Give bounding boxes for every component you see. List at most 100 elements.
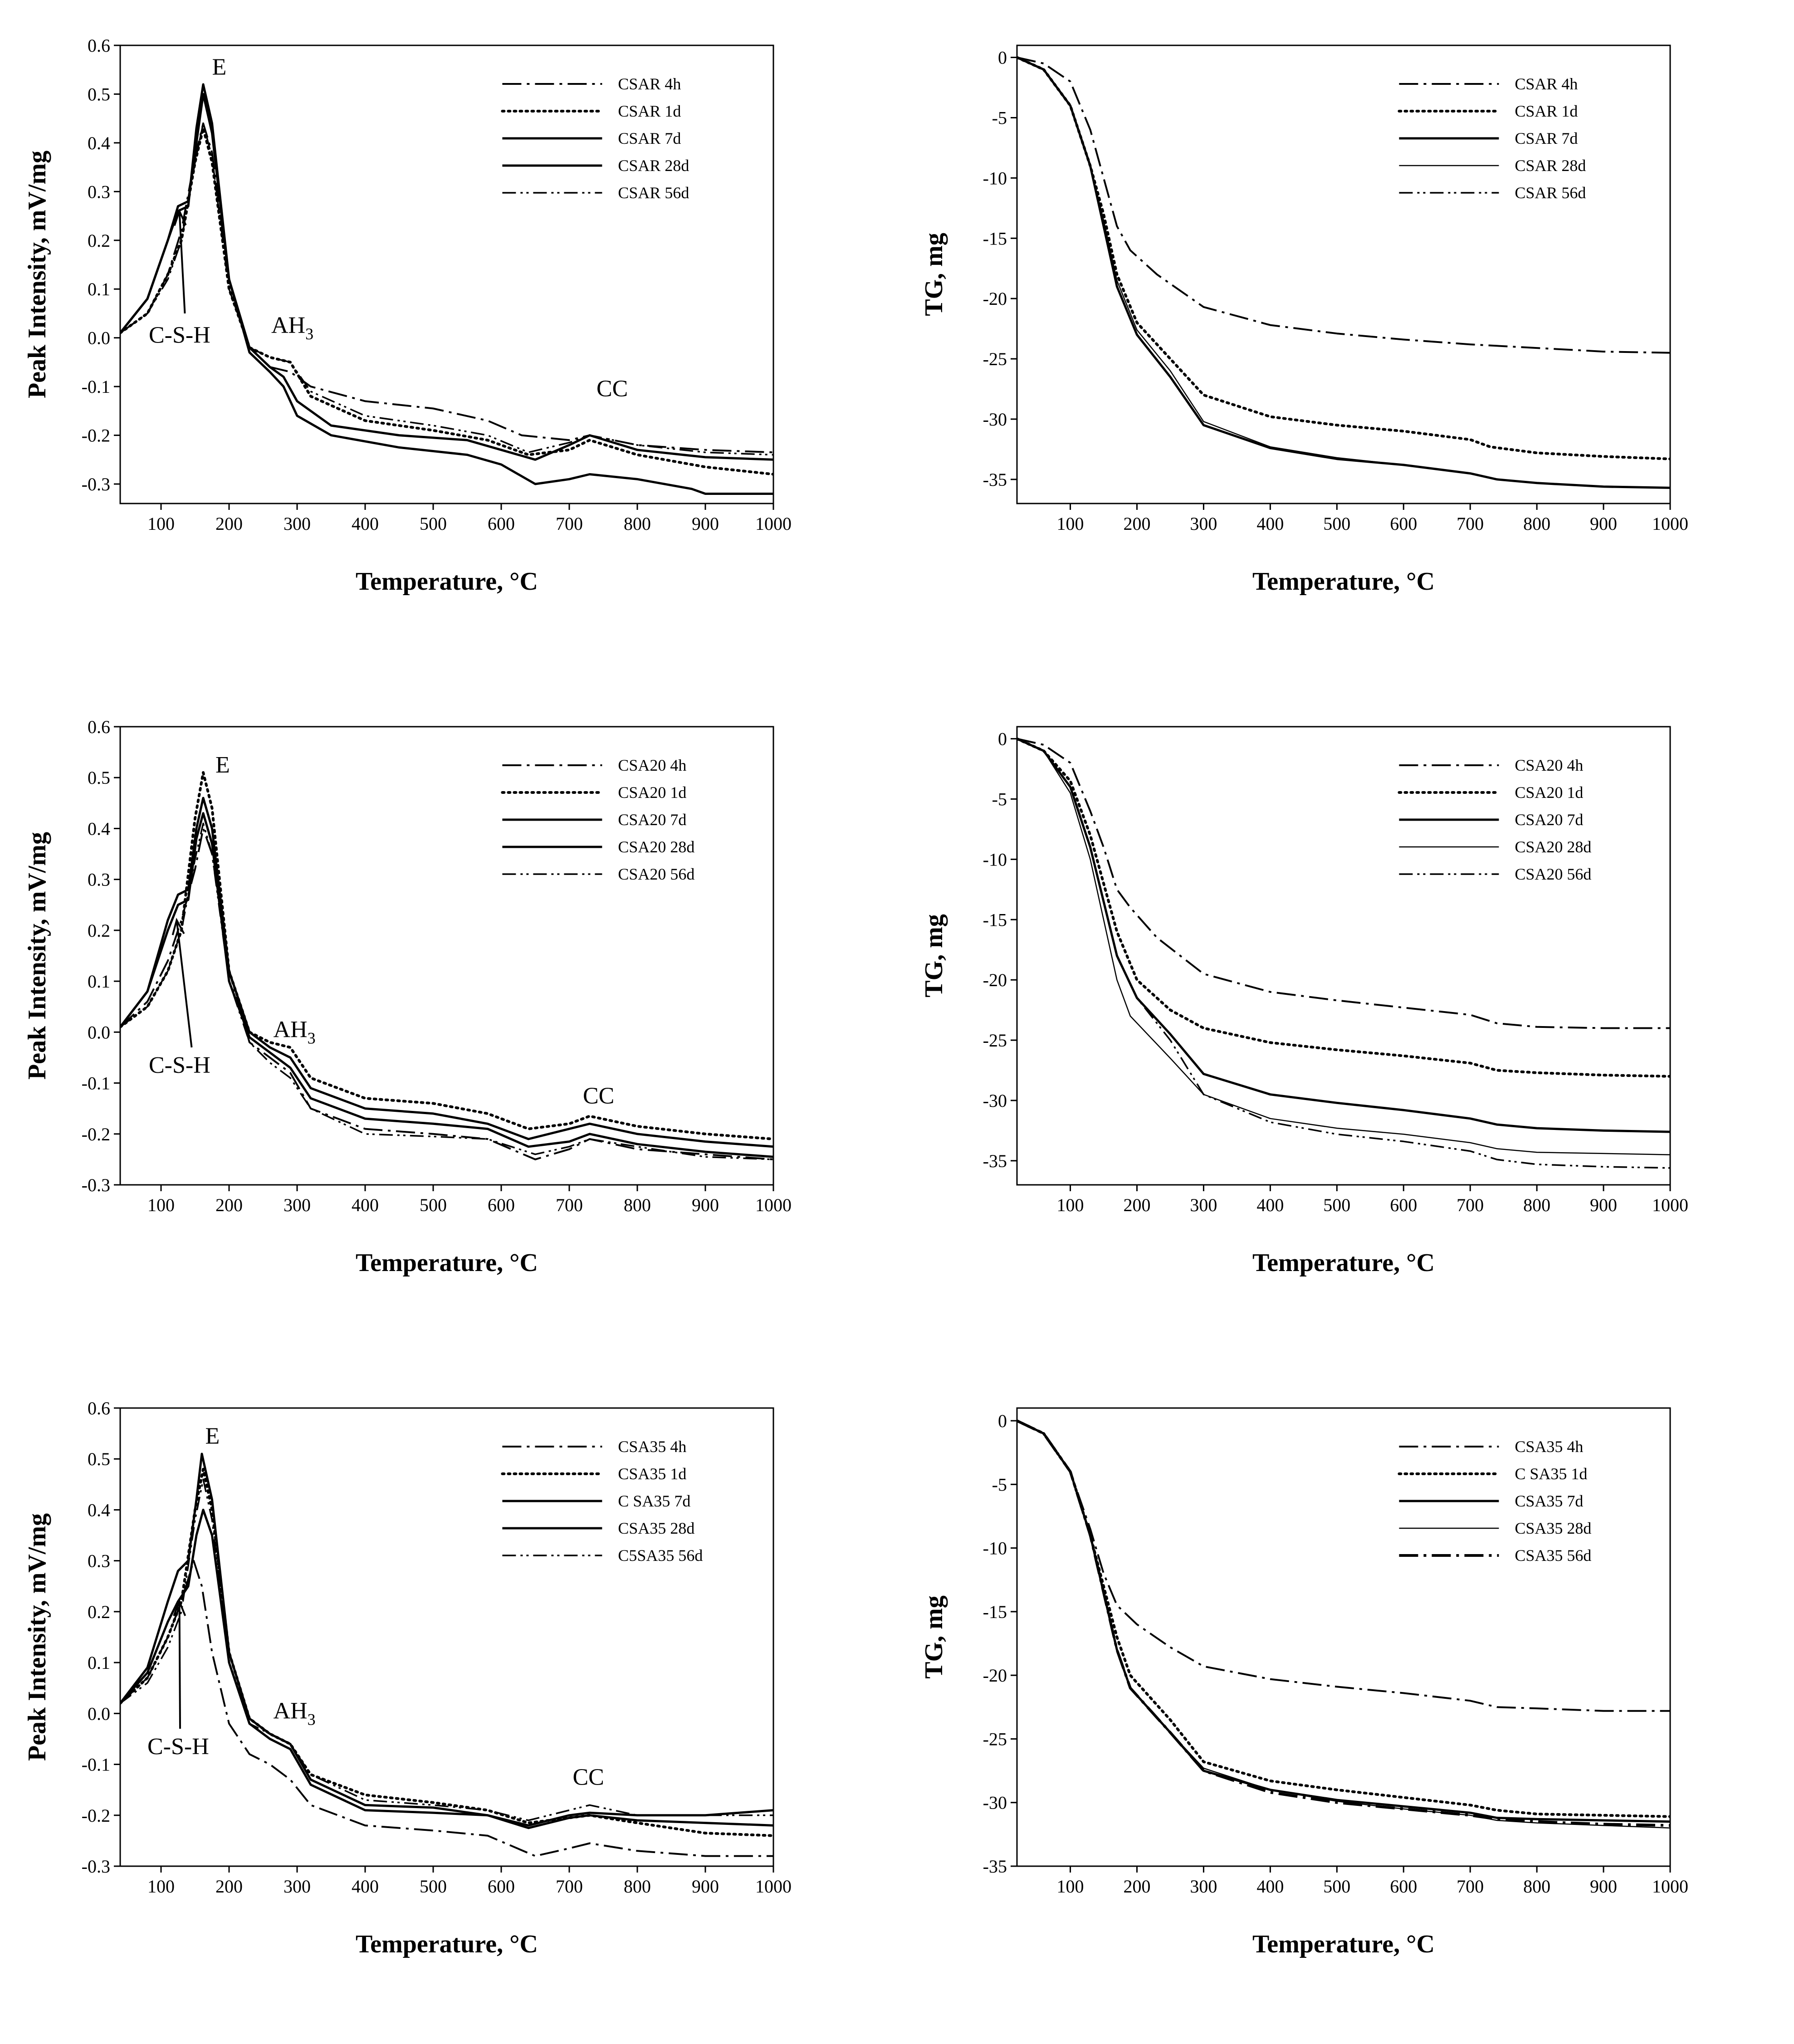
legend-label: CSA20 1d [618,783,686,802]
annotation-label: C-S-H [149,1052,210,1078]
y-tick-label: -5 [992,789,1007,809]
x-tick-label: 100 [1057,1876,1084,1897]
series-line-5 [120,1478,773,1821]
x-tick: 300 [1190,1185,1217,1215]
x-tick: 1000 [755,504,792,534]
series-line-4 [1017,57,1670,489]
y-tick: -0.3 [82,1856,120,1877]
y-tick-label: 0.0 [88,1022,110,1042]
y-tick-label: -5 [992,1474,1007,1495]
y-tick-label: -25 [983,349,1007,369]
x-tick-label: 500 [420,1195,447,1215]
x-tick: 100 [1057,1866,1084,1897]
x-tick: 100 [147,1185,175,1215]
x-tick-label: 700 [556,1195,583,1215]
annotation-text: CC [583,1083,614,1109]
chart-dta-csar: 100 200 300 400 500 600 700 800 900 1000 0.6 0.5 0.4… [23,35,792,596]
csh-arrow-head [171,918,185,935]
legend-label: CSA20 7d [618,811,686,829]
x-tick-label: 600 [488,1876,515,1897]
y-tick-label: 0 [998,1411,1007,1431]
x-tick: 200 [215,1185,243,1215]
y-tick: -10 [983,1538,1017,1559]
x-tick: 500 [1323,504,1350,534]
y-tick: -25 [983,1030,1017,1051]
legend-label: CSA20 4h [618,756,686,774]
y-tick: -0.2 [82,1124,120,1144]
x-tick-label: 100 [147,1195,175,1215]
x-tick-label: 200 [215,1195,243,1215]
annotation-label: E [212,54,227,80]
x-tick: 600 [1390,504,1417,534]
annotation-label: AH3 [274,1017,316,1047]
y-tick-label: 0.4 [88,133,110,153]
x-tick: 1000 [755,1185,792,1215]
legend-label: CSAR 1d [618,102,681,120]
annotation-text: AH [271,313,305,338]
y-tick: -25 [983,349,1017,369]
x-tick: 500 [1323,1866,1350,1897]
y-tick-label: -10 [983,849,1007,870]
csh-arrow-head [173,1599,186,1616]
annotation-text: C-S-H [147,1734,209,1760]
annotation-text: C-S-H [149,322,210,348]
legend-label: CSAR 4h [1515,75,1578,93]
legend-label: CSA20 1d [1515,783,1583,802]
x-tick: 500 [420,1185,447,1215]
y-tick-label: -0.1 [82,1755,110,1775]
x-tick-label: 800 [1523,1876,1550,1897]
x-tick-label: 1000 [755,1195,792,1215]
y-tick: -15 [983,910,1017,930]
y-tick: 0 [998,729,1017,749]
x-tick: 300 [1190,1866,1217,1897]
legend: CSAR 4h CSAR 1d CSAR 7d CSAR 28d CSAR 56d [501,75,689,202]
series-line-1 [1017,56,1670,354]
y-tick: 0.4 [88,1500,120,1520]
legend-label: CSAR 56d [1515,184,1586,202]
x-tick-label: 600 [1390,1876,1417,1897]
x-tick: 400 [1256,1866,1284,1897]
y-tick-label: -0.3 [82,1175,110,1195]
x-tick-label: 900 [692,1876,719,1897]
x-tick-label: 300 [284,1195,311,1215]
y-tick: 0 [998,1411,1017,1431]
y-tick: 0.2 [88,1602,120,1622]
panel-dta-csar: 100 200 300 400 500 600 700 800 900 1000 0.6 0.5 0.4… [0,0,897,681]
y-tick: -15 [983,1602,1017,1622]
x-tick: 100 [1057,504,1084,534]
y-tick: 0.6 [88,35,120,56]
y-tick-label: -20 [983,1665,1007,1686]
x-tick: 800 [624,1866,651,1897]
annotation-text: E [205,1423,220,1449]
x-tick: 200 [1123,504,1150,534]
annotation-text: CC [596,376,628,402]
panel-tg-csa35: 100 200 300 400 500 600 700 800 900 1000 0 -5 -10 -15… [897,1363,1794,2044]
x-tick-label: 300 [1190,513,1217,534]
csh-arrow [176,920,193,1048]
x-tick-label: 900 [1590,1876,1617,1897]
series-group [120,1452,773,1857]
x-tick: 700 [556,504,583,534]
x-tick-label: 800 [624,513,651,534]
panel-tg-csa20: 100 200 300 400 500 600 700 800 900 1000 0 -5 -10 -15… [897,681,1794,1363]
y-tick: -0.3 [82,1175,120,1195]
legend-label: CSAR 56d [618,184,689,202]
y-tick-label: -0.3 [82,474,110,494]
x-tick-label: 300 [1190,1195,1217,1215]
annotation-label: AH3 [274,1698,316,1729]
y-tick-label: 0.3 [88,870,110,890]
y-tick-label: 0 [998,729,1007,749]
series-group [120,771,773,1160]
legend: CSA20 4h CSA20 1d CSA20 7d CSA20 28d CSA20 5… [501,756,694,883]
annotation-text: C-S-H [149,1052,210,1078]
x-tick-label: 1000 [755,513,792,534]
y-tick: -30 [983,409,1017,430]
y-tick-label: 0.4 [88,1500,110,1520]
y-tick-label: -15 [983,228,1007,249]
x-tick-label: 900 [1590,513,1617,534]
x-tick: 400 [1256,1185,1284,1215]
y-tick: 0.1 [88,279,120,299]
legend: CSA35 4h CSA35 1d C SA35 7d CSA35 28d C5SA35… [501,1438,703,1565]
y-axis-title: Peak Intensity, mV/mg [23,151,51,398]
y-tick-label: 0.6 [88,717,110,737]
